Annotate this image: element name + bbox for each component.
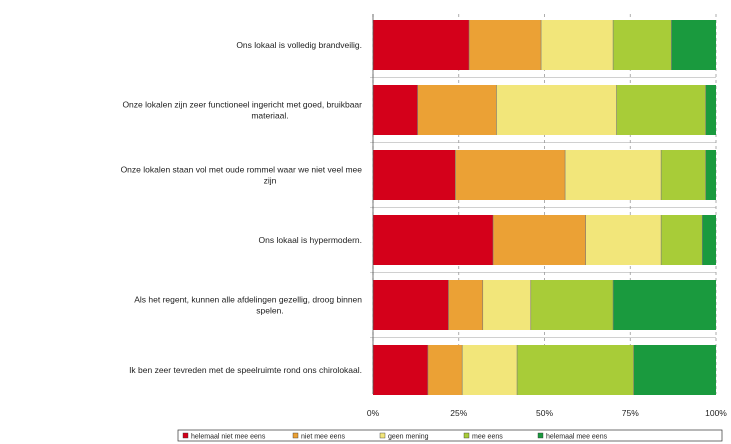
legend-swatch-4 xyxy=(463,432,470,439)
bar-segment-6-3 xyxy=(462,345,518,395)
category-label-line: spelen. xyxy=(256,306,283,316)
bar-segment-2-1 xyxy=(373,85,418,135)
legend: helemaal niet mee eens niet mee eens geen … xyxy=(177,429,723,442)
bar-segment-3-2 xyxy=(455,150,566,200)
bar-segment-2-4 xyxy=(616,85,706,135)
bars-group xyxy=(373,20,716,395)
bar-segment-5-5 xyxy=(613,280,716,330)
bar-segment-4-5 xyxy=(702,215,716,265)
bar-segment-1-3 xyxy=(541,20,614,70)
bar-segment-3-5 xyxy=(705,150,716,200)
bar-segment-1-5 xyxy=(671,20,716,70)
category-label-line: Als het regent, kunnen alle afdelingen g… xyxy=(134,295,362,305)
category-label-line: Ons lokaal is volledig brandveilig. xyxy=(236,40,362,50)
bar-segment-1-1 xyxy=(373,20,470,70)
bar-segment-6-1 xyxy=(373,345,428,395)
bar-segment-6-5 xyxy=(633,345,716,395)
x-tick-label-3: 50% xyxy=(536,408,553,418)
legend-box xyxy=(177,429,723,442)
bar-segment-2-2 xyxy=(417,85,497,135)
bar-segment-2-5 xyxy=(705,85,716,135)
category-label-line: Ons lokaal is hypermodern. xyxy=(259,235,362,245)
bar-segment-4-4 xyxy=(661,215,703,265)
category-label-1: Ons lokaal is volledig brandveilig. xyxy=(236,40,362,50)
bar-segment-3-4 xyxy=(661,150,706,200)
bar-segment-6-4 xyxy=(517,345,634,395)
category-label-5: Als het regent, kunnen alle afdelingen g… xyxy=(134,295,362,316)
category-label-2: Onze lokalen zijn zeer functioneel inger… xyxy=(122,100,362,121)
legend-label-2: niet mee eens xyxy=(301,433,345,440)
category-label-6: Ik ben zeer tevreden met de speelruimte … xyxy=(129,365,362,375)
category-label-line: Ik ben zeer tevreden met de speelruimte … xyxy=(129,365,362,375)
bar-segment-1-4 xyxy=(613,20,672,70)
category-label-4: Ons lokaal is hypermodern. xyxy=(259,235,362,245)
category-labels: Ons lokaal is volledig brandveilig. Onze … xyxy=(121,40,363,375)
legend-label-3: geen mening xyxy=(388,433,429,440)
bar-segment-4-2 xyxy=(493,215,586,265)
category-label-line: materiaal. xyxy=(251,111,288,121)
x-tick-label-5: 100% xyxy=(705,408,727,418)
category-label-3: Onze lokalen staan vol met oude rommel w… xyxy=(121,165,363,186)
bar-segment-6-2 xyxy=(427,345,463,395)
legend-label-4: mee eens xyxy=(472,433,503,440)
x-tick-label-1: 0% xyxy=(367,408,380,418)
legend-label-1: helemaal niet mee eens xyxy=(191,433,266,440)
bar-segment-1-2 xyxy=(469,20,542,70)
category-label-line: Onze lokalen staan vol met oude rommel w… xyxy=(121,165,363,175)
bar-segment-5-1 xyxy=(373,280,449,330)
bar-segment-5-2 xyxy=(448,280,483,330)
bar-segment-3-3 xyxy=(565,150,662,200)
bar-segment-3-1 xyxy=(373,150,456,200)
legend-swatch-5 xyxy=(537,432,544,439)
bar-segment-4-1 xyxy=(373,215,494,265)
legend-swatch-2 xyxy=(292,432,299,439)
x-tick-label-4: 75% xyxy=(622,408,639,418)
legend-swatch-3 xyxy=(379,432,386,439)
legend-swatch-1 xyxy=(182,432,189,439)
category-label-line: Onze lokalen zijn zeer functioneel inger… xyxy=(122,100,362,110)
x-axis: 0% 25% 50% 75% 100% xyxy=(367,14,727,418)
x-tick-label-2: 25% xyxy=(450,408,467,418)
gridlines xyxy=(370,14,717,394)
bar-segment-5-3 xyxy=(482,280,531,330)
bar-segment-5-4 xyxy=(530,280,614,330)
bar-segment-4-3 xyxy=(585,215,662,265)
category-label-line: zijn xyxy=(264,176,277,186)
bar-segment-2-3 xyxy=(496,85,617,135)
legend-label-5: helemaal mee eens xyxy=(546,433,608,440)
